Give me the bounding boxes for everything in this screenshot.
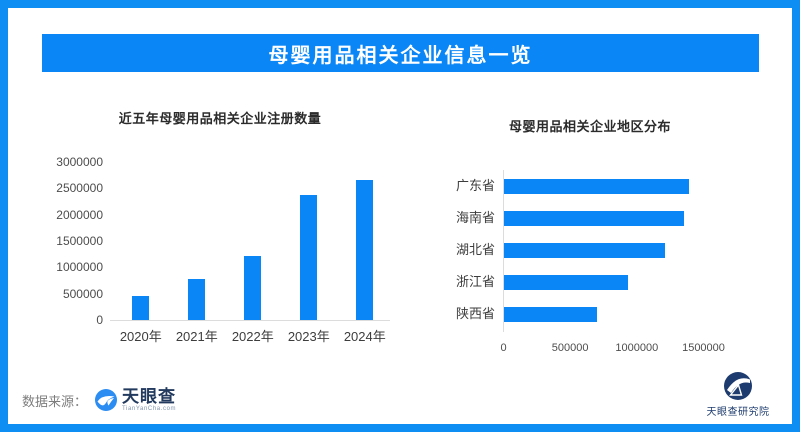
bar-2020年	[132, 296, 150, 320]
institute-name: 天眼查研究院	[706, 407, 770, 418]
y-axis-tick: 500000	[62, 286, 103, 301]
y-axis-tick: 1500000	[56, 234, 103, 248]
y-axis-line	[503, 170, 504, 332]
y-axis-label: 海南省	[455, 210, 495, 225]
bar-湖北省	[504, 242, 666, 258]
registration-count-chart: 近五年母婴用品相关企业注册数量 0 500000 1000000 1500000 200…	[30, 100, 400, 352]
y-axis-label: 陕西省	[455, 306, 495, 321]
y-axis-label: 湖北省	[455, 242, 495, 257]
data-source: 数据来源： 天眼查 TianYanCha.com	[22, 384, 176, 416]
y-axis-tick: 2000000	[56, 207, 103, 222]
x-axis-line	[110, 320, 390, 321]
x-axis-label: 2024年	[343, 329, 386, 344]
bar-2024年	[356, 179, 374, 320]
y-axis-tick: 3000000	[56, 155, 103, 169]
x-axis-label: 2020年	[119, 329, 162, 344]
x-axis-label: 2022年	[231, 329, 274, 344]
tianyancha-wordmark: 天眼查 TianYanCha.com	[122, 388, 176, 412]
header-banner: 母婴用品相关企业信息一览	[42, 34, 759, 72]
bar-浙江省	[504, 274, 628, 290]
x-axis-label: 2021年	[175, 329, 218, 344]
bar-广东省	[504, 178, 690, 194]
tianyancha-name: 天眼查	[122, 387, 177, 406]
x-axis-tick: 1000000	[615, 342, 659, 354]
x-axis-tick: 500000	[551, 342, 589, 354]
tianyancha-domain: TianYanCha.com	[122, 406, 177, 412]
y-axis-tick: 2500000	[56, 181, 103, 196]
x-axis-tick: 0	[500, 342, 507, 354]
y-axis-tick: 0	[96, 313, 103, 327]
y-axis-label: 广东省	[455, 178, 495, 193]
bar-2021年	[188, 278, 206, 320]
institute-badge: 天眼查研究院	[700, 372, 776, 418]
bar-2023年	[300, 194, 318, 320]
bar-2022年	[244, 255, 262, 320]
region-chart-title: 母婴用品相关企业地区分布	[508, 119, 671, 134]
y-axis-label: 浙江省	[455, 274, 495, 289]
bar-陕西省	[504, 306, 598, 322]
tianyancha-institute-icon	[724, 372, 752, 400]
x-axis-tick: 1500000	[682, 342, 725, 354]
tianyancha-eye-icon	[95, 389, 118, 411]
page-title: 母婴用品相关企业信息一览	[268, 44, 533, 67]
bar-海南省	[504, 210, 684, 226]
region-distribution-chart: 母婴用品相关企业地区分布 广东省海南省湖北省浙江省陕西省 0 500000 10000…	[430, 100, 770, 358]
x-axis-label: 2023年	[287, 329, 330, 344]
registration-chart-title: 近五年母婴用品相关企业注册数量	[118, 111, 322, 126]
data-source-label: 数据来源：	[22, 393, 88, 409]
y-axis-tick: 1000000	[56, 260, 103, 275]
